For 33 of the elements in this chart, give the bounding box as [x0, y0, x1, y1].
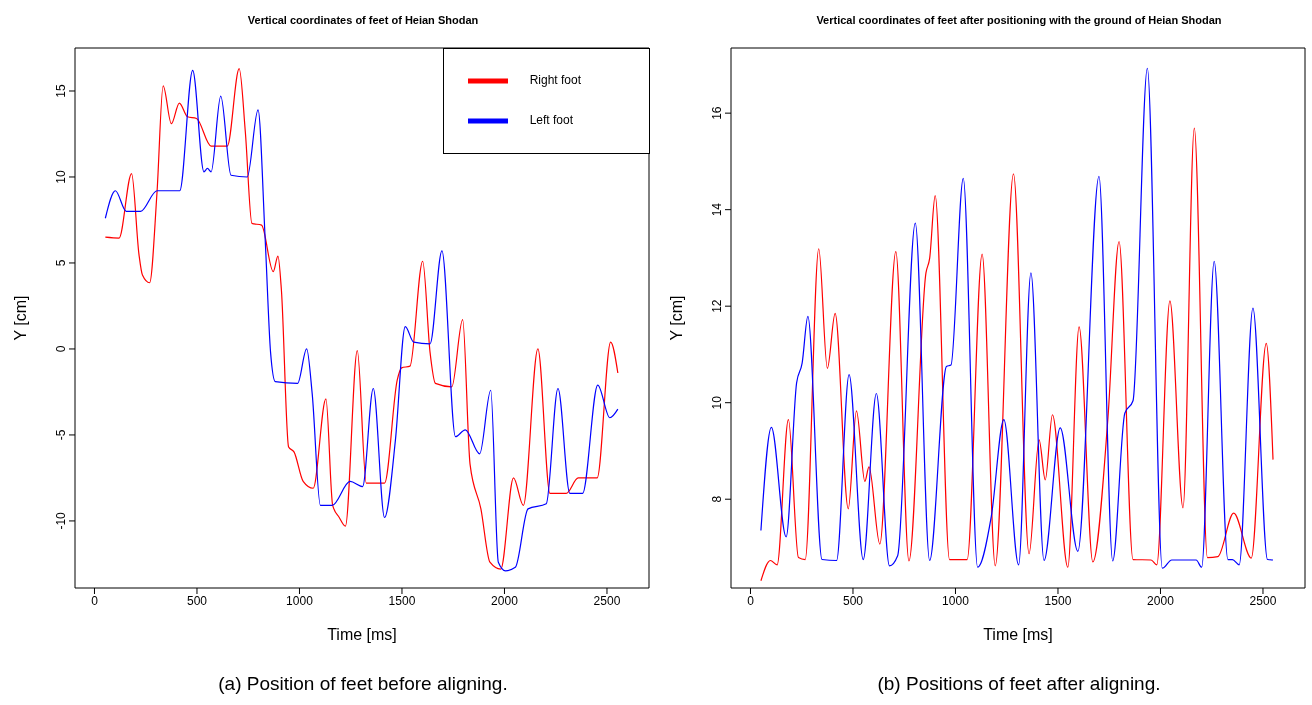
y-tick-label: 16: [710, 106, 724, 120]
x-tick-label: 0: [747, 593, 755, 608]
y-tick-label: 8: [710, 495, 724, 503]
chart-title: Vertical coordinates of feet after positioning with the ground of Heian Shodan: [815, 14, 1223, 26]
y-tick-label: 0: [54, 345, 68, 353]
x-tick-label: 1000: [286, 593, 314, 608]
x-axis-title: Time [ms]: [983, 626, 1053, 643]
x-tick-label: 2500: [1249, 593, 1277, 608]
y-tick-label: 10: [710, 395, 724, 410]
text: (b) Positions of feet after aligning.: [876, 673, 1162, 695]
x-tick-label: 2000: [1147, 593, 1175, 608]
x-tick-label: 0: [91, 593, 99, 608]
legend-label: Left foot: [529, 113, 573, 128]
x-tick-label: 2500: [593, 593, 621, 608]
y-tick-label: -10: [54, 511, 68, 530]
y-tick-label: 5: [54, 259, 68, 267]
legend-label: Right foot: [529, 73, 581, 88]
x-tick-label: 2000: [491, 593, 519, 608]
y-tick-label: 10: [54, 169, 68, 184]
y-tick-label: 15: [54, 84, 68, 98]
x-axis-title: Time [ms]: [327, 626, 397, 643]
x-tick-label: 500: [842, 593, 864, 608]
text: (a) Position of feet before aligning.: [217, 673, 509, 695]
x-tick-label: 500: [186, 593, 208, 608]
y-axis-title: Y [cm]: [667, 295, 685, 341]
x-tick-label: 1500: [388, 593, 416, 608]
y-axis-title: Y [cm]: [11, 295, 29, 341]
chart-title: Vertical coordinates of feet of Heian Shodan: [246, 14, 480, 26]
x-tick-label: 1500: [1044, 593, 1072, 608]
y-tick-label: -5: [54, 429, 68, 441]
x-tick-label: 1000: [942, 593, 970, 608]
y-tick-label: 12: [710, 299, 724, 313]
y-tick-label: 14: [710, 202, 724, 217]
